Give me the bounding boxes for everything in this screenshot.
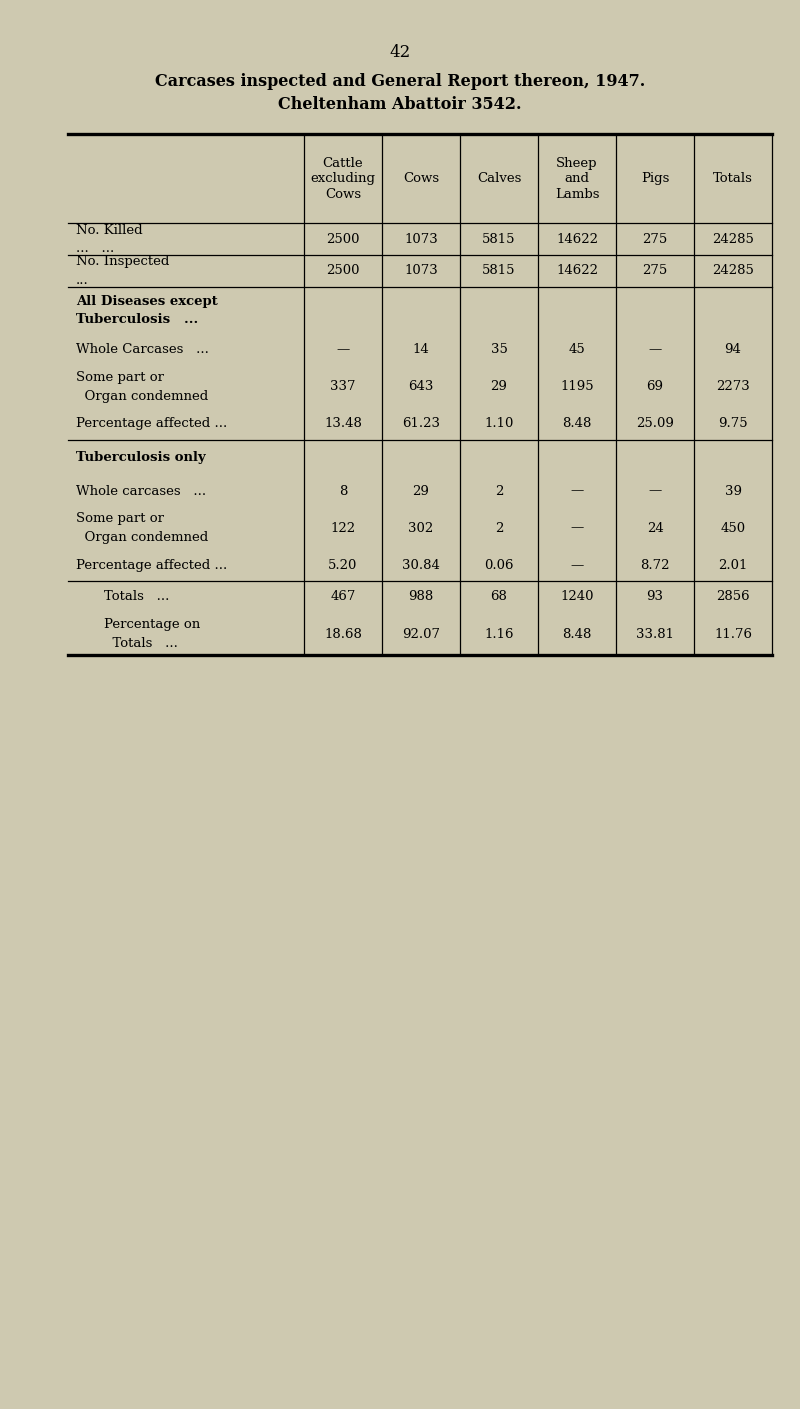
Text: 2: 2 bbox=[495, 521, 503, 534]
Text: 1073: 1073 bbox=[404, 265, 438, 278]
Text: 8.48: 8.48 bbox=[562, 627, 592, 641]
Text: 35: 35 bbox=[490, 344, 507, 356]
Text: 18.68: 18.68 bbox=[324, 627, 362, 641]
Text: —: — bbox=[570, 521, 584, 534]
Text: Sheep: Sheep bbox=[556, 156, 598, 169]
Text: 467: 467 bbox=[330, 590, 356, 603]
Text: No. Inspected: No. Inspected bbox=[76, 255, 170, 268]
Text: 24285: 24285 bbox=[712, 232, 754, 245]
Text: Organ condemned: Organ condemned bbox=[76, 531, 208, 544]
Text: 30.84: 30.84 bbox=[402, 558, 440, 572]
Text: No. Killed: No. Killed bbox=[76, 224, 142, 237]
Text: 643: 643 bbox=[408, 380, 434, 393]
Text: Tuberculosis only: Tuberculosis only bbox=[76, 451, 206, 464]
Text: 14622: 14622 bbox=[556, 265, 598, 278]
Text: 42: 42 bbox=[390, 44, 410, 61]
Text: 61.23: 61.23 bbox=[402, 417, 440, 430]
Text: 1073: 1073 bbox=[404, 232, 438, 245]
Text: 2273: 2273 bbox=[716, 380, 750, 393]
Text: 92.07: 92.07 bbox=[402, 627, 440, 641]
Text: Percentage affected ...: Percentage affected ... bbox=[76, 558, 227, 572]
Text: 69: 69 bbox=[646, 380, 663, 393]
Text: Organ condemned: Organ condemned bbox=[76, 389, 208, 403]
Text: Percentage on: Percentage on bbox=[104, 619, 200, 631]
Text: excluding: excluding bbox=[310, 172, 375, 185]
Text: 33.81: 33.81 bbox=[636, 627, 674, 641]
Text: Whole Carcases   ...: Whole Carcases ... bbox=[76, 344, 209, 356]
Text: 5815: 5815 bbox=[482, 232, 516, 245]
Text: 5815: 5815 bbox=[482, 265, 516, 278]
Text: —: — bbox=[336, 344, 350, 356]
Text: 450: 450 bbox=[721, 521, 746, 534]
Text: Tuberculosis   ...: Tuberculosis ... bbox=[76, 313, 198, 325]
Text: 2.01: 2.01 bbox=[718, 558, 748, 572]
Text: Cows: Cows bbox=[403, 172, 439, 185]
Text: 9.75: 9.75 bbox=[718, 417, 748, 430]
Text: Lambs: Lambs bbox=[554, 187, 599, 200]
Text: 13.48: 13.48 bbox=[324, 417, 362, 430]
Text: 1195: 1195 bbox=[560, 380, 594, 393]
Text: 25.09: 25.09 bbox=[636, 417, 674, 430]
Text: Calves: Calves bbox=[477, 172, 521, 185]
Text: —: — bbox=[648, 485, 662, 497]
Text: Carcases inspected and General Report thereon, 1947.: Carcases inspected and General Report th… bbox=[155, 73, 645, 90]
Text: —: — bbox=[648, 344, 662, 356]
Text: 24: 24 bbox=[646, 521, 663, 534]
Text: 14622: 14622 bbox=[556, 232, 598, 245]
Text: 122: 122 bbox=[330, 521, 355, 534]
Text: —: — bbox=[570, 558, 584, 572]
Text: 68: 68 bbox=[490, 590, 507, 603]
Text: 275: 275 bbox=[642, 232, 668, 245]
Text: Some part or: Some part or bbox=[76, 513, 164, 526]
Text: 8.72: 8.72 bbox=[640, 558, 670, 572]
Text: 302: 302 bbox=[408, 521, 434, 534]
Text: Totals   ...: Totals ... bbox=[104, 590, 170, 603]
Text: 2500: 2500 bbox=[326, 232, 360, 245]
Text: 1.16: 1.16 bbox=[484, 627, 514, 641]
Text: 11.76: 11.76 bbox=[714, 627, 752, 641]
Text: 1240: 1240 bbox=[560, 590, 594, 603]
Text: 337: 337 bbox=[330, 380, 356, 393]
Text: 14: 14 bbox=[413, 344, 430, 356]
Text: Cheltenham Abattoir 3542.: Cheltenham Abattoir 3542. bbox=[278, 96, 522, 113]
Text: 2: 2 bbox=[495, 485, 503, 497]
Text: and: and bbox=[565, 172, 590, 185]
Text: 45: 45 bbox=[569, 344, 586, 356]
Text: Totals: Totals bbox=[713, 172, 753, 185]
Text: 1.10: 1.10 bbox=[484, 417, 514, 430]
Text: 24285: 24285 bbox=[712, 265, 754, 278]
Text: 0.06: 0.06 bbox=[484, 558, 514, 572]
Text: Cows: Cows bbox=[325, 187, 361, 200]
Text: Whole carcases   ...: Whole carcases ... bbox=[76, 485, 206, 497]
Text: 988: 988 bbox=[408, 590, 434, 603]
Text: 39: 39 bbox=[725, 485, 742, 497]
Text: ...   ...: ... ... bbox=[76, 242, 114, 255]
Text: 2500: 2500 bbox=[326, 265, 360, 278]
Text: 93: 93 bbox=[646, 590, 663, 603]
Text: 29: 29 bbox=[413, 485, 430, 497]
Text: 5.20: 5.20 bbox=[328, 558, 358, 572]
Text: All Diseases except: All Diseases except bbox=[76, 294, 218, 307]
Text: 2856: 2856 bbox=[716, 590, 750, 603]
Text: 8: 8 bbox=[339, 485, 347, 497]
Text: 94: 94 bbox=[725, 344, 742, 356]
Text: Cattle: Cattle bbox=[322, 156, 363, 169]
Text: 275: 275 bbox=[642, 265, 668, 278]
Text: Totals   ...: Totals ... bbox=[104, 637, 178, 650]
Text: —: — bbox=[570, 485, 584, 497]
Text: Pigs: Pigs bbox=[641, 172, 669, 185]
Text: ...: ... bbox=[76, 273, 89, 286]
Text: Some part or: Some part or bbox=[76, 371, 164, 385]
Text: Percentage affected ...: Percentage affected ... bbox=[76, 417, 227, 430]
Text: 29: 29 bbox=[490, 380, 507, 393]
Text: 8.48: 8.48 bbox=[562, 417, 592, 430]
